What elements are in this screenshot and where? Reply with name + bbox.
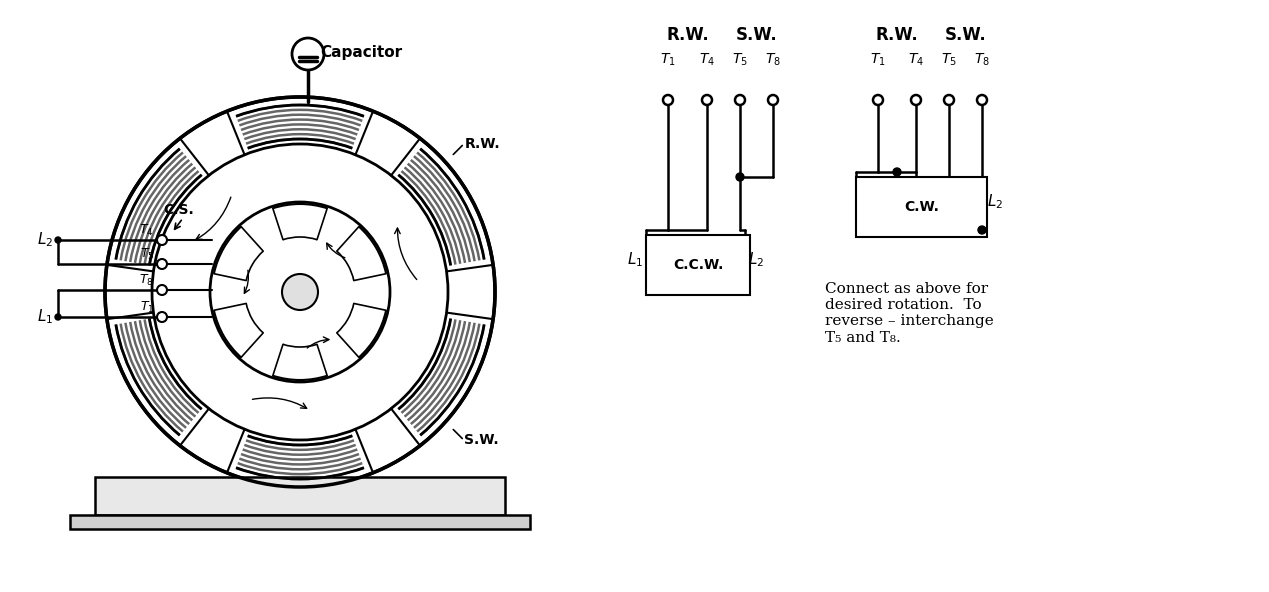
Circle shape [157,312,168,322]
Circle shape [292,38,324,70]
Circle shape [978,226,986,234]
Text: R.W.: R.W. [876,26,919,44]
Text: $L_1$: $L_1$ [37,308,53,326]
Text: $T_8$: $T_8$ [975,52,990,68]
Text: $T_4$: $T_4$ [909,52,924,68]
Circle shape [55,314,61,320]
Circle shape [893,168,901,176]
Text: C.S.: C.S. [162,203,194,217]
Text: $T_4$: $T_4$ [140,223,154,238]
Circle shape [911,95,921,105]
Text: $L_2$: $L_2$ [987,192,1004,211]
Text: $L_2$: $L_2$ [747,250,764,269]
Circle shape [662,95,673,105]
Circle shape [873,95,883,105]
Bar [646,235,750,295]
Text: $L_2$: $L_2$ [37,231,53,249]
Circle shape [157,259,168,269]
Text: S.W.: S.W. [464,433,499,446]
Text: R.W.: R.W. [464,137,500,152]
Circle shape [157,285,168,295]
Circle shape [209,202,390,382]
Text: $T_8$: $T_8$ [140,273,154,288]
Circle shape [977,95,987,105]
Circle shape [702,95,712,105]
Circle shape [55,237,61,243]
Text: $T_1$: $T_1$ [871,52,886,68]
Circle shape [735,95,745,105]
Text: $T_1$: $T_1$ [660,52,676,68]
Text: C.W.: C.W. [904,200,939,214]
Text: $T_1$: $T_1$ [140,300,154,315]
Text: C.C.W.: C.C.W. [673,258,723,272]
Text: R.W.: R.W. [666,26,709,44]
Text: $T_8$: $T_8$ [765,52,780,68]
Text: $L_1$: $L_1$ [627,250,643,269]
Circle shape [944,95,954,105]
Circle shape [152,144,448,440]
Bar [70,515,530,529]
Circle shape [105,97,495,487]
Circle shape [768,95,778,105]
Text: S.W.: S.W. [736,26,778,44]
Text: Connect as above for
desired rotation.  To
reverse – interchange
T₅ and T₈.: Connect as above for desired rotation. T… [825,282,994,345]
Text: Capacitor: Capacitor [320,44,402,60]
Circle shape [157,235,168,245]
Text: S.W.: S.W. [944,26,986,44]
Text: $T_5$: $T_5$ [732,52,747,68]
Text: $T_4$: $T_4$ [699,52,714,68]
Text: $T_5$: $T_5$ [140,247,154,262]
Text: $T_5$: $T_5$ [942,52,957,68]
Bar [95,477,505,515]
Circle shape [736,173,744,181]
Bar [857,177,987,237]
Circle shape [282,274,319,310]
